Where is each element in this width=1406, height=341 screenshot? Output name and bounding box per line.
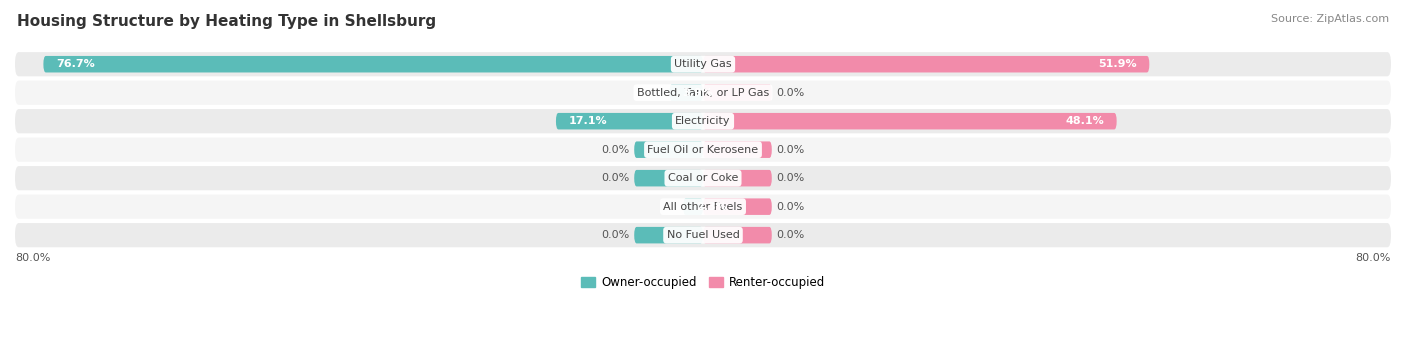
Text: 0.0%: 0.0% — [776, 202, 804, 212]
FancyBboxPatch shape — [44, 56, 703, 73]
FancyBboxPatch shape — [669, 85, 703, 101]
Text: 76.7%: 76.7% — [56, 59, 96, 69]
FancyBboxPatch shape — [703, 85, 772, 101]
FancyBboxPatch shape — [703, 170, 772, 187]
FancyBboxPatch shape — [703, 56, 1149, 73]
FancyBboxPatch shape — [15, 109, 1391, 133]
Text: 48.1%: 48.1% — [1064, 116, 1104, 126]
Text: 80.0%: 80.0% — [1355, 253, 1391, 263]
Text: Housing Structure by Heating Type in Shellsburg: Housing Structure by Heating Type in She… — [17, 14, 436, 29]
FancyBboxPatch shape — [683, 198, 703, 215]
Text: 51.9%: 51.9% — [1098, 59, 1136, 69]
Text: 0.0%: 0.0% — [602, 230, 630, 240]
Text: Coal or Coke: Coal or Coke — [668, 173, 738, 183]
Text: Bottled, Tank, or LP Gas: Bottled, Tank, or LP Gas — [637, 88, 769, 98]
Text: 80.0%: 80.0% — [15, 253, 51, 263]
FancyBboxPatch shape — [703, 198, 772, 215]
Text: 0.0%: 0.0% — [776, 173, 804, 183]
FancyBboxPatch shape — [555, 113, 703, 130]
FancyBboxPatch shape — [15, 137, 1391, 162]
Text: 0.0%: 0.0% — [602, 173, 630, 183]
Text: 0.0%: 0.0% — [602, 145, 630, 155]
FancyBboxPatch shape — [634, 227, 703, 243]
FancyBboxPatch shape — [15, 80, 1391, 105]
Text: 0.0%: 0.0% — [776, 230, 804, 240]
FancyBboxPatch shape — [703, 142, 772, 158]
Text: Utility Gas: Utility Gas — [675, 59, 731, 69]
Text: 0.0%: 0.0% — [776, 88, 804, 98]
Text: Source: ZipAtlas.com: Source: ZipAtlas.com — [1271, 14, 1389, 24]
FancyBboxPatch shape — [15, 52, 1391, 76]
FancyBboxPatch shape — [15, 166, 1391, 190]
Legend: Owner-occupied, Renter-occupied: Owner-occupied, Renter-occupied — [576, 271, 830, 294]
FancyBboxPatch shape — [15, 195, 1391, 219]
FancyBboxPatch shape — [703, 227, 772, 243]
Text: All other Fuels: All other Fuels — [664, 202, 742, 212]
Text: Electricity: Electricity — [675, 116, 731, 126]
FancyBboxPatch shape — [634, 142, 703, 158]
Text: Fuel Oil or Kerosene: Fuel Oil or Kerosene — [647, 145, 759, 155]
FancyBboxPatch shape — [15, 223, 1391, 247]
Text: 3.9%: 3.9% — [682, 88, 713, 98]
Text: 17.1%: 17.1% — [569, 116, 607, 126]
FancyBboxPatch shape — [703, 113, 1116, 130]
Text: No Fuel Used: No Fuel Used — [666, 230, 740, 240]
Text: 2.3%: 2.3% — [696, 202, 727, 212]
Text: 0.0%: 0.0% — [776, 145, 804, 155]
FancyBboxPatch shape — [634, 170, 703, 187]
